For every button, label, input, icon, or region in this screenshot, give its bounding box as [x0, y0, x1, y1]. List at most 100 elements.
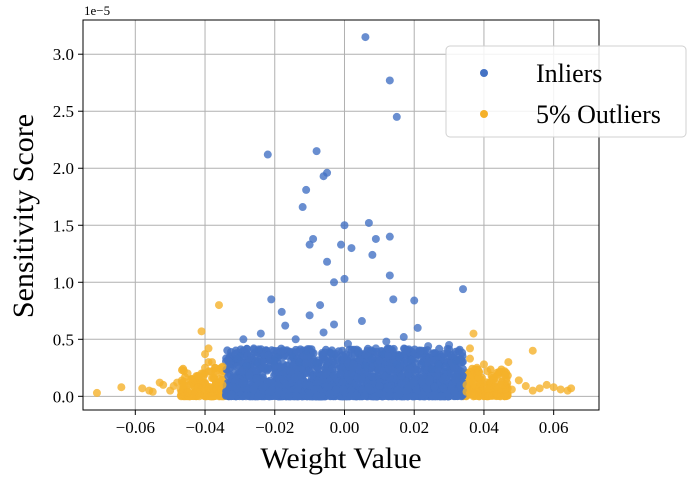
- x-tick-label: 0.06: [539, 418, 569, 437]
- outlier-point: [528, 386, 537, 395]
- inlier-point: [361, 33, 370, 42]
- inlier-point: [350, 351, 359, 360]
- outlier-point: [201, 385, 210, 394]
- plot-frame: [82, 19, 600, 411]
- inlier-point: [459, 285, 468, 294]
- inlier-point: [247, 351, 256, 360]
- inlier-point: [338, 378, 347, 387]
- inlier-point: [279, 375, 288, 384]
- inlier-point: [385, 76, 394, 85]
- inlier-point: [226, 364, 235, 373]
- outlier-point: [502, 391, 511, 400]
- inlier-point: [286, 367, 295, 376]
- outlier-point: [462, 387, 471, 396]
- inlier-point: [385, 232, 394, 241]
- x-tick-label: −0.02: [255, 418, 294, 437]
- inlier-point: [445, 341, 454, 349]
- outlier-point: [528, 346, 537, 355]
- inlier-point: [277, 307, 286, 316]
- inlier-point: [302, 346, 311, 355]
- legend: Inliers 5% Outliers: [445, 45, 687, 138]
- inlier-point: [288, 352, 297, 361]
- inlier-point: [301, 359, 310, 368]
- inlier-point: [431, 348, 440, 357]
- inlier-point: [395, 390, 404, 399]
- inlier-point: [332, 385, 341, 394]
- outlier-point: [556, 385, 565, 394]
- inlier-point: [418, 377, 427, 386]
- inlier-point: [261, 382, 270, 391]
- y-tick-label: 0.0: [53, 387, 74, 406]
- outlier-point: [204, 344, 213, 353]
- legend-label-inliers: Inliers: [536, 59, 602, 88]
- outlier-point: [476, 379, 485, 388]
- outlier-point: [542, 380, 551, 389]
- inlier-point: [368, 354, 377, 363]
- inlier-point: [326, 348, 335, 357]
- inlier-point: [284, 391, 293, 400]
- outlier-point: [507, 385, 516, 394]
- outlier-point: [493, 371, 502, 380]
- inlier-point: [330, 278, 339, 287]
- inlier-point: [458, 348, 467, 357]
- outlier-point: [214, 301, 223, 310]
- inlier-point: [281, 321, 290, 330]
- inlier-point: [325, 389, 334, 398]
- inlier-point: [329, 371, 338, 380]
- inlier-point: [392, 360, 401, 369]
- outlier-point: [484, 392, 493, 401]
- x-tick-label: 0.00: [330, 418, 360, 437]
- inlier-point: [233, 362, 242, 371]
- y-tick-label: 0.5: [53, 330, 74, 349]
- inlier-point: [452, 356, 461, 365]
- inlier-point: [305, 311, 314, 320]
- inlier-point: [249, 384, 258, 393]
- inlier-point: [292, 391, 301, 400]
- inlier-point: [408, 392, 417, 401]
- inlier-point: [290, 374, 299, 383]
- outlier-point: [169, 382, 178, 391]
- outlier-point: [504, 358, 513, 367]
- inlier-point: [263, 363, 272, 372]
- inlier-point: [312, 147, 321, 156]
- inlier-point: [364, 383, 373, 392]
- y-tick-label: 1.0: [53, 273, 74, 292]
- inlier-point: [396, 351, 405, 360]
- inlier-point: [331, 360, 340, 369]
- inlier-point: [397, 371, 406, 380]
- inlier-point: [367, 372, 376, 381]
- outlier-point: [145, 386, 154, 395]
- inlier-point: [361, 361, 370, 370]
- outlier-point: [471, 392, 480, 401]
- inlier-point: [224, 372, 233, 381]
- inlier-point: [371, 344, 380, 353]
- outlier-point: [535, 384, 544, 393]
- inlier-point: [371, 234, 380, 243]
- inlier-point: [318, 349, 327, 358]
- y-tick-label: 1.5: [53, 216, 74, 235]
- inlier-point: [385, 271, 394, 280]
- legend-label-outliers: 5% Outliers: [536, 100, 661, 129]
- outlier-point: [138, 384, 147, 393]
- inlier-point: [316, 301, 325, 310]
- outlier-point: [208, 358, 216, 367]
- outlier-point: [92, 388, 101, 397]
- outlier-point: [197, 327, 206, 336]
- outlier-point: [176, 385, 185, 394]
- inlier-point: [389, 295, 398, 304]
- inlier-point: [232, 354, 241, 363]
- outlier-point: [462, 380, 471, 389]
- inlier-point: [409, 378, 418, 387]
- inlier-point: [226, 392, 235, 401]
- y-tick-label: 3.0: [53, 45, 74, 64]
- inlier-point: [302, 185, 311, 194]
- x-tick-label: −0.06: [116, 418, 155, 437]
- outlier-point: [472, 363, 481, 372]
- outlier-point: [490, 383, 499, 392]
- inlier-point: [413, 323, 422, 332]
- inlier-point: [434, 360, 443, 369]
- outlier-point: [190, 376, 199, 385]
- inlier-point: [418, 390, 427, 399]
- legend-marker-outliers: [480, 110, 488, 118]
- inlier-point: [384, 365, 393, 374]
